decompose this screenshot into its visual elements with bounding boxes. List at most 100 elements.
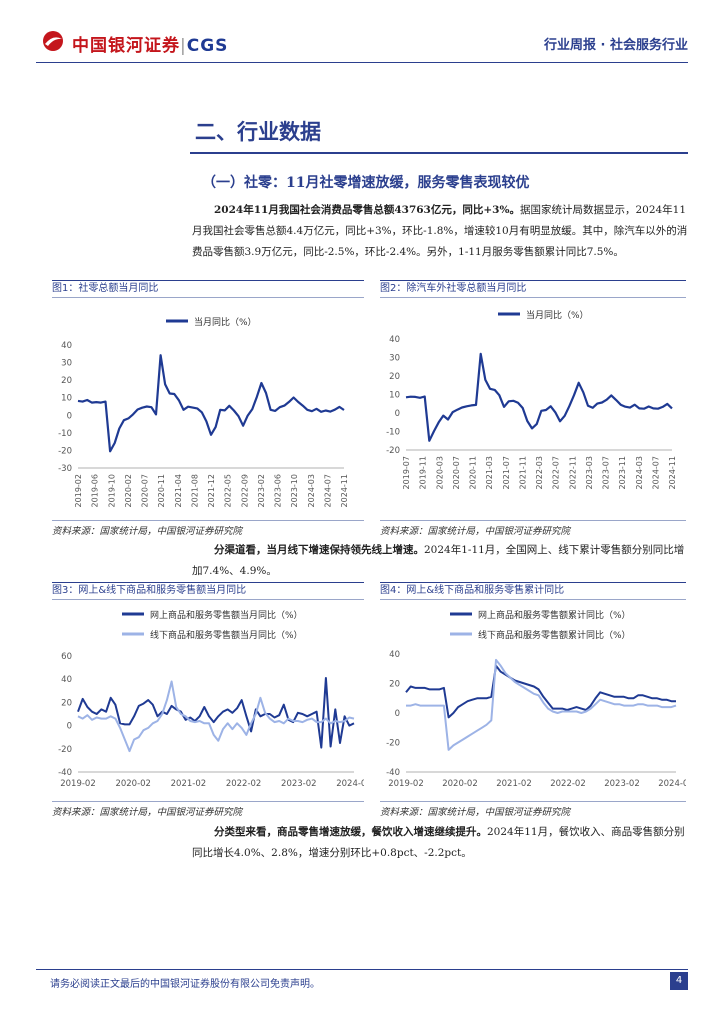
series-line bbox=[406, 658, 677, 751]
legend-label: 当月同比（%） bbox=[526, 309, 589, 321]
section-divider bbox=[190, 152, 688, 154]
legend-label: 网上商品和服务零售额当月同比（%） bbox=[150, 609, 303, 621]
paragraph-1-lead: 2024年11月我国社会消费品零售总额43763亿元，同比+3%。 bbox=[214, 204, 520, 216]
x-tick-label: 2021-12 bbox=[207, 474, 216, 507]
company-logo bbox=[43, 31, 63, 51]
x-tick-label: 2019-06 bbox=[91, 474, 100, 507]
paragraph-1: 2024年11月我国社会消费品零售总额43763亿元，同比+3%。据国家统计局数… bbox=[192, 200, 689, 263]
y-tick-label: -20 bbox=[58, 446, 72, 456]
section-title: 二、行业数据 bbox=[195, 119, 321, 144]
x-tick-label: 2024-07 bbox=[323, 474, 332, 507]
x-tick-label: 2021-02 bbox=[496, 779, 532, 789]
x-tick-label: 2024-07 bbox=[651, 456, 660, 489]
legend-label: 线下商品和服务零售额当月同比（%） bbox=[150, 629, 303, 641]
x-tick-label: 2020-11 bbox=[157, 474, 166, 507]
x-tick-label: 2022-02 bbox=[226, 779, 262, 789]
figure-4-source: 资料来源：国家统计局，中国银河证券研究院 bbox=[380, 801, 686, 818]
x-tick-label: 2019-11 bbox=[419, 456, 428, 489]
x-tick-label: 2023-10 bbox=[290, 474, 299, 507]
x-tick-label: 2020-07 bbox=[141, 474, 150, 507]
y-tick-label: 40 bbox=[389, 335, 400, 345]
x-tick-label: 2020-02 bbox=[124, 474, 133, 507]
brand-en: CGS bbox=[186, 36, 229, 56]
subsection-title: （一）社零：11月社零增速放缓，服务零售表现较优 bbox=[202, 175, 530, 191]
paragraph-3: 分类型来看，商品零售增速放缓，餐饮收入增速继续提升。2024年11月，餐饮收入、… bbox=[192, 822, 689, 864]
x-tick-label: 2019-02 bbox=[388, 779, 424, 789]
paragraph-2: 分渠道看，当月线下增速保持领先线上增速。2024年1-11月，全国网上、线下累计… bbox=[192, 540, 689, 582]
paragraph-2-body: 2024年1-11月，全国网上、线下累计零售额分别同比增加7.4%、4.9%。 bbox=[192, 544, 685, 577]
footer-disclaimer: 请务必阅读正文最后的中国银河证券股份有限公司免责声明。 bbox=[50, 979, 320, 990]
x-tick-label: 2020-11 bbox=[469, 456, 478, 489]
figure-1-title: 图1：社零总额当月同比 bbox=[52, 280, 364, 298]
x-tick-label: 2019-07 bbox=[402, 456, 411, 489]
x-tick-label: 2022-09 bbox=[240, 474, 249, 507]
x-tick-label: 2023-07 bbox=[602, 456, 611, 489]
x-tick-label: 2021-04 bbox=[174, 474, 183, 507]
series-line bbox=[77, 677, 355, 749]
x-tick-label: 2023-02 bbox=[604, 779, 640, 789]
figure-1-source: 资料来源：国家统计局，中国银河证券研究院 bbox=[52, 520, 364, 537]
x-tick-label: 2021-07 bbox=[502, 456, 511, 489]
report-type: 行业周报 · 社会服务行业 bbox=[544, 38, 688, 53]
x-tick-label: 2023-02 bbox=[281, 779, 317, 789]
footer-divider bbox=[36, 969, 688, 970]
y-tick-label: 0 bbox=[395, 409, 400, 419]
figure-3-title: 图3：网上&线下商品和服务零售额当月同比 bbox=[52, 582, 364, 600]
y-tick-label: 20 bbox=[61, 698, 72, 708]
x-tick-label: 2019-10 bbox=[107, 474, 116, 507]
y-tick-label: 30 bbox=[61, 359, 72, 369]
x-tick-label: 2019-02 bbox=[60, 779, 96, 789]
series-line bbox=[77, 680, 355, 753]
x-tick-label: 2022-03 bbox=[535, 456, 544, 489]
legend-label: 当月同比（%） bbox=[194, 316, 257, 328]
x-tick-label: 2021-11 bbox=[518, 456, 527, 489]
x-tick-label: 2020-07 bbox=[452, 456, 461, 489]
y-tick-label: 20 bbox=[61, 376, 72, 386]
y-tick-label: 0 bbox=[67, 411, 72, 421]
y-tick-label: 40 bbox=[61, 675, 72, 685]
x-tick-label: 2020-03 bbox=[435, 456, 444, 489]
x-tick-label: 2021-02 bbox=[171, 779, 207, 789]
x-tick-label: 2024-03 bbox=[307, 474, 316, 507]
y-tick-label: 20 bbox=[389, 680, 400, 690]
y-tick-label: 30 bbox=[389, 354, 400, 364]
series-line bbox=[405, 664, 676, 719]
y-tick-label: 60 bbox=[61, 652, 72, 662]
x-tick-label: 2020-02 bbox=[115, 779, 151, 789]
y-tick-label: 10 bbox=[389, 391, 400, 401]
y-tick-label: -40 bbox=[386, 768, 400, 778]
header-divider bbox=[36, 62, 688, 63]
x-tick-label: 2022-07 bbox=[552, 456, 561, 489]
y-tick-label: 10 bbox=[61, 394, 72, 404]
x-tick-label: 2024-11 bbox=[668, 456, 677, 489]
series-line bbox=[77, 354, 345, 453]
series-line bbox=[405, 352, 673, 442]
x-tick-label: 2021-08 bbox=[190, 474, 199, 507]
page-number: 4 bbox=[670, 972, 688, 990]
figure-2-title: 图2：除汽车外社零总额当月同比 bbox=[380, 280, 686, 298]
x-tick-label: 2024-11 bbox=[340, 474, 349, 507]
x-tick-label: 2024-02 bbox=[336, 779, 364, 789]
legend-label: 网上商品和服务零售额累计同比（%） bbox=[478, 609, 631, 621]
y-tick-label: -10 bbox=[58, 429, 72, 439]
y-tick-label: -30 bbox=[58, 464, 72, 474]
x-tick-label: 2023-03 bbox=[585, 456, 594, 489]
x-tick-label: 2024-03 bbox=[635, 456, 644, 489]
y-tick-label: 20 bbox=[389, 372, 400, 382]
y-tick-label: 40 bbox=[61, 341, 72, 351]
brand-cn: 中国银河证券 bbox=[72, 36, 180, 56]
x-tick-label: 2019-02 bbox=[74, 474, 83, 507]
x-tick-label: 2020-02 bbox=[442, 779, 478, 789]
y-tick-label: -20 bbox=[58, 745, 72, 755]
figure-3-source: 资料来源：国家统计局，中国银河证券研究院 bbox=[52, 801, 364, 818]
brand-name: 中国银河证券|CGS bbox=[72, 36, 229, 56]
x-tick-label: 2023-06 bbox=[274, 474, 283, 507]
y-tick-label: 40 bbox=[389, 650, 400, 660]
paragraph-2-lead: 分渠道看，当月线下增速保持领先线上增速。 bbox=[214, 544, 424, 556]
paragraph-1-body: 据国家统计局数据显示，2024年11月我国社会零售总额4.4万亿元，同比+3%，… bbox=[192, 204, 688, 258]
x-tick-label: 2022-02 bbox=[550, 779, 586, 789]
x-tick-label: 2022-05 bbox=[224, 474, 233, 507]
legend-label: 线下商品和服务零售额累计同比（%） bbox=[478, 629, 631, 641]
